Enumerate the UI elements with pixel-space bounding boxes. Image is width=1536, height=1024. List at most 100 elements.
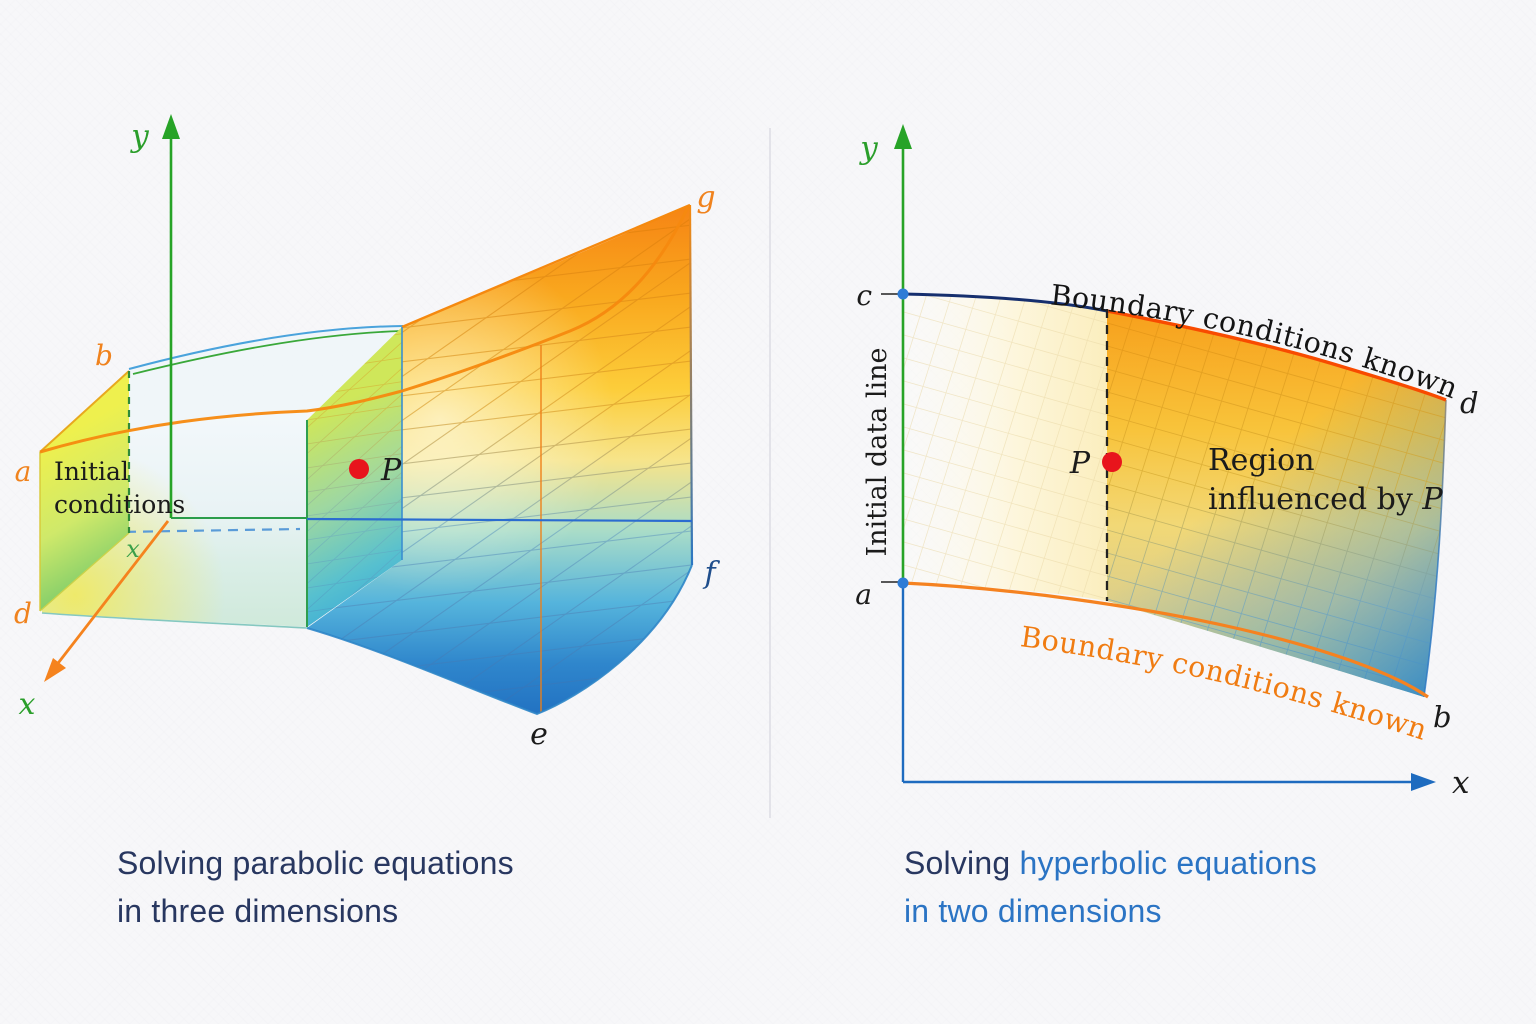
mesh-line [903,294,1107,547]
mesh-line [1107,435,1446,536]
mesh-line [307,404,402,422]
region-influenced-shade [1107,311,1446,697]
mesh-line [903,294,1107,601]
mesh-line [307,563,692,614]
mesh-line [903,448,1107,509]
mesh-line [903,294,1107,601]
mesh-line [307,438,402,539]
region-right-edge [1423,399,1447,698]
x-axis [50,520,170,672]
surface-right-edge [688,204,694,566]
right-caption-line2: in two dimensions [904,893,1162,929]
mesh-line [1107,343,1446,444]
right-caption-prefix: Solving [904,845,1020,881]
boundary-top-known-segment [902,292,1108,313]
mesh-line [295,0,700,144]
label-point-a: a [855,578,872,611]
interior-bottom-edge [41,612,308,629]
mesh-line [307,464,402,565]
mesh-line [1107,311,1446,697]
mesh-line [307,205,692,232]
point-p-marker [1102,452,1122,472]
boundary-bottom-curve [902,581,1429,699]
mesh-line [1107,311,1446,697]
region-label-line2: influenced by P [1208,482,1443,517]
mesh-line [903,402,1107,463]
right-caption-highlight: hyperbolic equations [1019,845,1317,881]
y-axis-arrow-icon [162,114,180,139]
marker-a [897,577,909,589]
mesh-line [903,427,1107,601]
label-point-d: d [1460,386,1479,420]
mesh-line [903,517,1107,578]
mesh-line [300,309,410,326]
left-caption-line2: in three dimensions [117,893,399,929]
mesh-line [307,516,402,617]
mesh-line [903,294,1107,467]
mesh-line [1107,311,1446,697]
label-point-a: a [15,455,32,488]
mesh-line [1107,311,1446,697]
label-point-p: P [380,453,402,488]
mesh-line [307,387,692,672]
label-x-axis: x [19,687,36,722]
mesh-line [307,548,402,566]
mesh-line [295,0,700,188]
mesh-line [307,699,692,714]
mesh-line [1107,504,1446,605]
surface-top-edge [401,203,691,329]
label-point-d: d [14,597,32,630]
right-caption-line1: Solving hyperbolic equations [904,839,1317,887]
mesh-line [903,310,1107,371]
initial-conditions-label-line2: conditions [54,490,185,519]
mesh-line [307,327,402,331]
mesh-line [903,333,1107,394]
mesh-line [307,524,402,542]
left-diagram: y x x b a d g f e P Initial conditions [14,0,720,752]
label-point-c: c [856,279,872,312]
mesh-line [1107,389,1446,490]
mesh-line [903,425,1107,486]
mesh-line [1107,366,1446,467]
mesh-line [903,294,1107,348]
label-point-p: P [1069,446,1091,481]
known-data-strip [903,294,1107,601]
sheet-green-edge [132,330,402,375]
floor-edge-blue [306,517,693,523]
mesh-line [903,379,1107,440]
mesh-line [1107,481,1446,697]
label-point-g: g [696,180,715,215]
mesh-line [1107,550,1446,651]
mesh-line [1107,311,1446,607]
mesh-line [307,386,402,487]
region-label-line2-prefix: influenced by [1208,482,1422,517]
label-y-axis: y [858,130,878,166]
ridge-curve [39,206,690,454]
mesh-line [307,597,692,648]
mesh-line [1107,311,1446,697]
mesh-line [1107,573,1446,674]
x-axis-arrow-icon [44,658,66,682]
x-axis-arrow-icon [1411,773,1436,791]
label-y-axis: y [129,118,149,154]
mesh-line [1107,527,1446,628]
mesh-line [1107,311,1446,515]
label-point-f: f [702,556,720,591]
mesh-line [1107,320,1446,421]
mesh-line [307,334,402,435]
region-label-line1: Region [1208,443,1315,478]
sheet-back-edge [128,325,404,370]
mesh-line [307,500,402,518]
mesh-line [903,471,1107,532]
left-caption: Solving parabolic equations in three dim… [117,839,514,935]
mesh-line [307,519,692,714]
wall-bottom-edge [39,532,130,612]
region-label-line2-point: P [1421,482,1443,517]
mesh-line [1107,311,1446,697]
left-caption-line1: Solving parabolic equations [117,845,514,881]
mesh-line [903,294,1107,601]
mesh-line [307,205,692,206]
label-point-b: b [95,339,113,372]
